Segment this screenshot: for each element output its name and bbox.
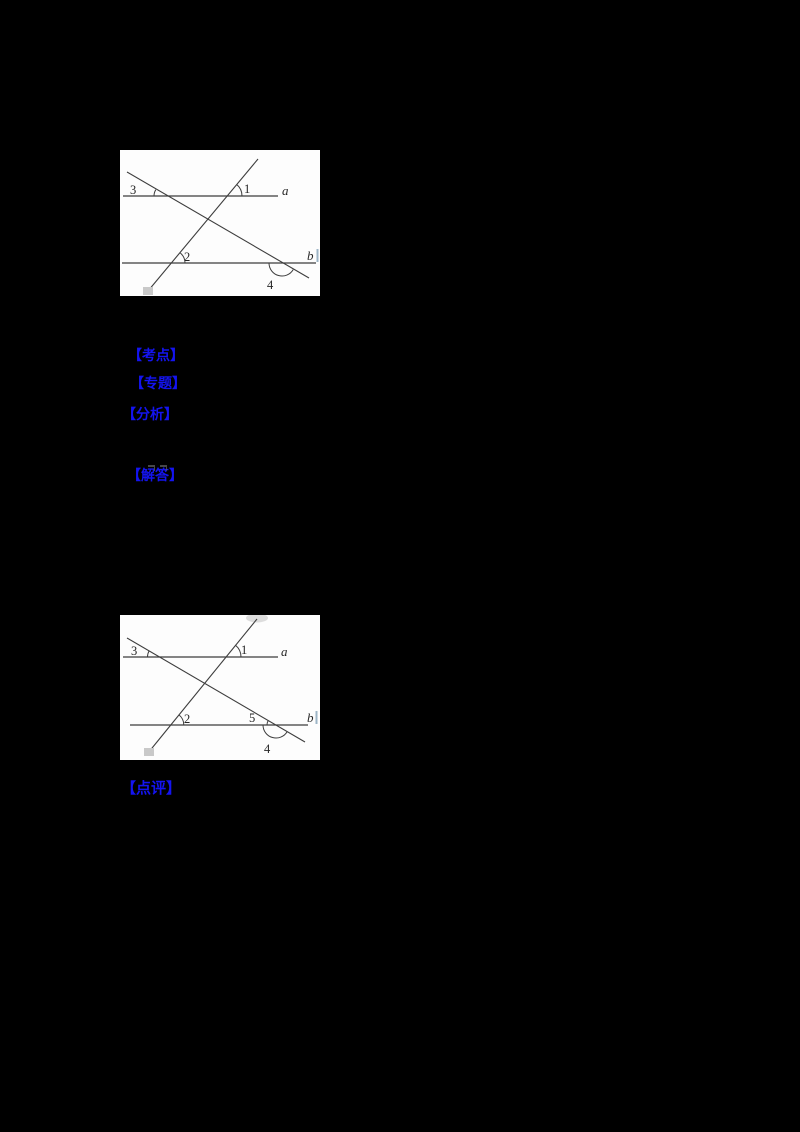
angle-2-arc: [179, 252, 186, 264]
line-b-label: b: [307, 248, 314, 263]
angle-3-label: 3: [131, 644, 137, 658]
figure-2-drawing: 1 2 3 4 5 a b: [123, 615, 318, 756]
angle-5-arc: [266, 720, 269, 726]
angle-2-arc: [178, 714, 185, 726]
angle-2-label: 2: [184, 712, 190, 726]
selection-handle: [143, 287, 153, 295]
geometry-figure-2: 1 2 3 4 5 a b: [120, 615, 320, 760]
section-label-kaodian: 【考点】: [128, 347, 184, 363]
angle-4-label: 4: [267, 278, 274, 292]
angle-5-label: 5: [249, 711, 255, 725]
angle-3-arc: [153, 189, 157, 197]
transversal-steep: [147, 158, 259, 292]
transversal-shallow: [126, 637, 306, 743]
section-label-jieda: 【解答】: [127, 467, 183, 483]
geometry-figure-1: 1 2 3 4 a b: [120, 150, 320, 296]
angle-4-arc: [262, 724, 288, 739]
scan-artifact: [148, 464, 170, 471]
selection-handle: [144, 748, 154, 756]
angle-4-label: 4: [264, 742, 271, 756]
section-label-dianping: 【点评】: [121, 780, 182, 797]
angle-2-label: 2: [184, 250, 190, 264]
scan-artifact-mark: [148, 465, 155, 471]
scan-smudge: [246, 615, 268, 623]
section-label-fenxi: 【分析】: [122, 406, 178, 422]
section-label-zhuanti: 【专题】: [130, 375, 186, 391]
angle-1-arc: [235, 644, 242, 658]
angle-3-arc: [146, 650, 150, 658]
scan-artifact-mark: [160, 465, 167, 471]
angle-1-label: 1: [241, 643, 247, 657]
angle-1-arc: [236, 184, 243, 197]
figure-1-drawing: 1 2 3 4 a b: [122, 158, 319, 295]
angle-4-arc: [268, 262, 294, 277]
line-b-label: b: [307, 710, 314, 725]
transversal-shallow: [126, 171, 310, 279]
angle-1-label: 1: [244, 182, 250, 196]
transversal-steep: [147, 618, 258, 754]
line-a-label: a: [282, 183, 289, 198]
line-a-label: a: [281, 644, 288, 659]
angle-3-label: 3: [130, 183, 136, 197]
